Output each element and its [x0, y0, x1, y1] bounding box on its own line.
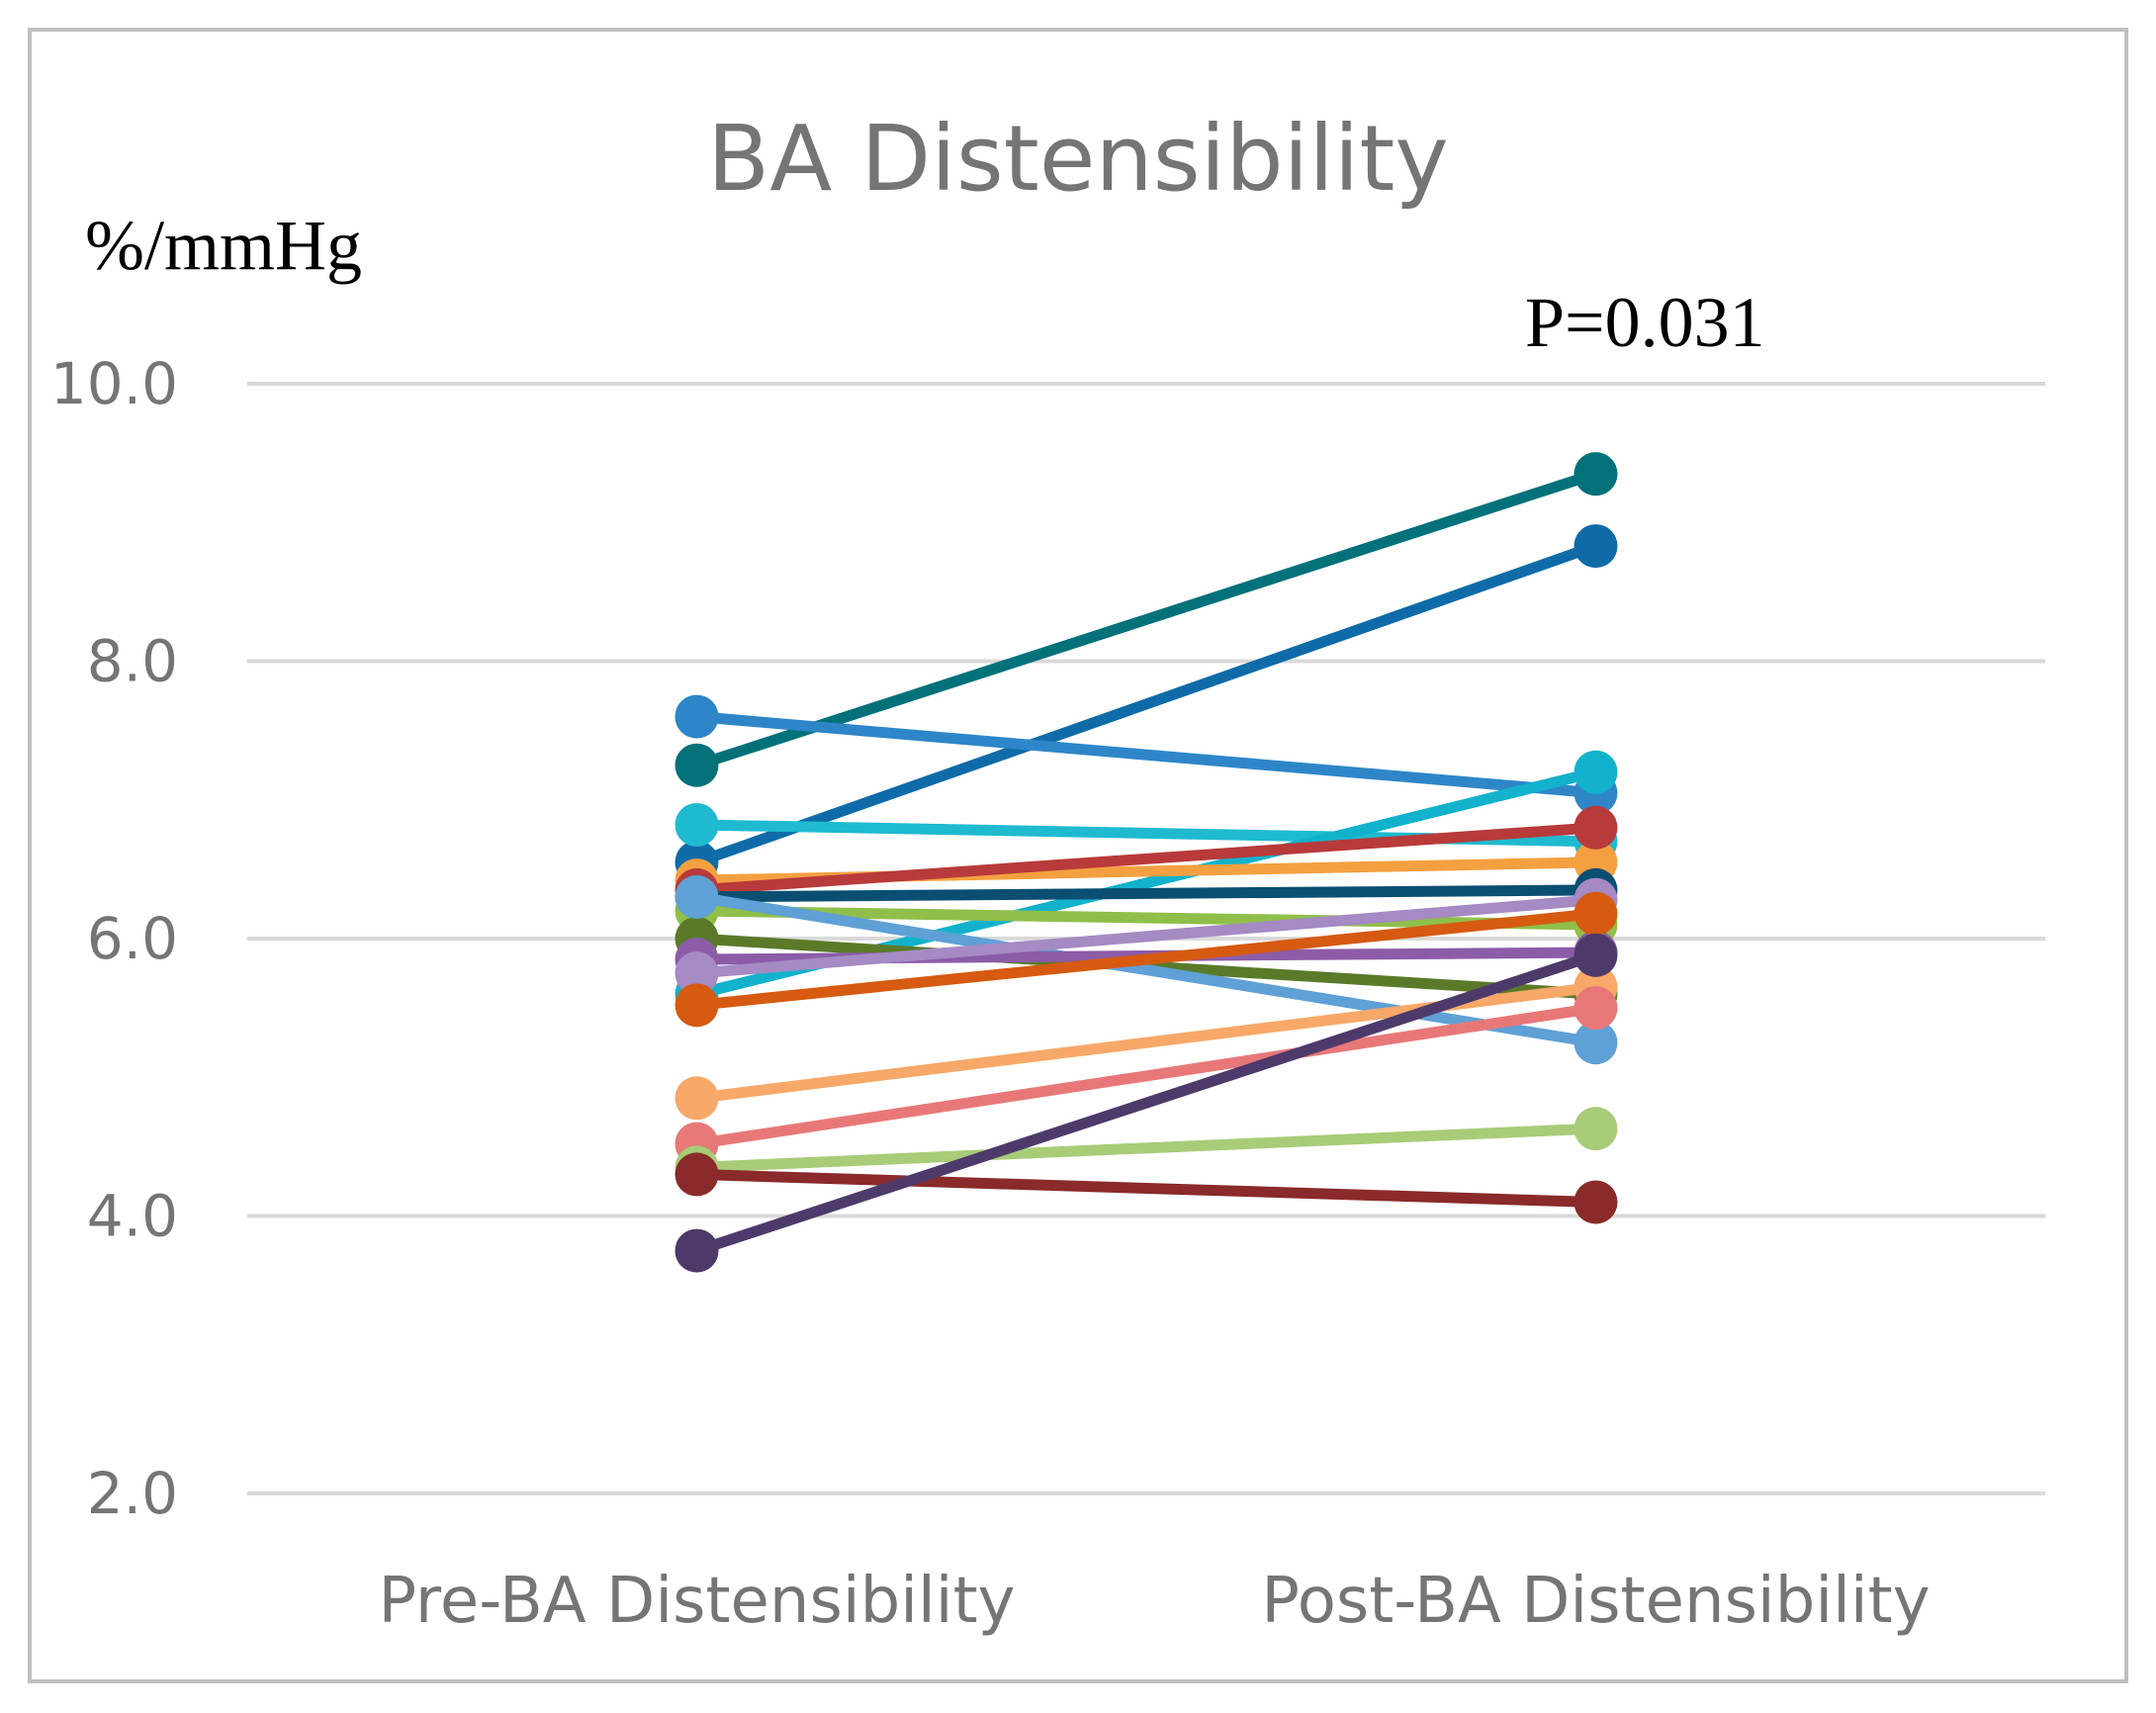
series-path [691, 1002, 1601, 1150]
data-point [674, 951, 719, 996]
y-tick-label: 10.0 [50, 350, 178, 417]
series-path [691, 468, 1601, 771]
x-tick-label: Post-BA Distensibility [1261, 1565, 1930, 1638]
series-path [691, 711, 1601, 799]
y-tick-label: 2.0 [87, 1460, 178, 1527]
series-path [691, 822, 1601, 896]
series-line [674, 891, 1618, 1028]
series-line [674, 933, 1618, 1273]
data-point [1573, 891, 1618, 936]
chart-frame [28, 28, 2128, 1683]
data-point [1573, 1180, 1618, 1224]
y-axis-ticks: 2.0 4.0 6.0 8.0 10.0 [50, 350, 178, 1527]
series-path [691, 884, 1601, 903]
series-line [674, 1152, 1618, 1224]
data-point [1573, 805, 1618, 850]
y-axis-unit-label: %/mmHg [85, 206, 362, 285]
series-path [691, 1123, 1601, 1173]
data-point [1573, 1021, 1618, 1065]
chart-title: BA Distensibility [707, 106, 1449, 212]
data-point [674, 983, 719, 1028]
series-path [691, 891, 1601, 1048]
series-path [691, 540, 1601, 868]
series-line [674, 452, 1618, 787]
data-point [674, 802, 719, 847]
data-point [1573, 524, 1618, 569]
data-point [674, 1076, 719, 1121]
data-point [1573, 750, 1618, 794]
data-point [1573, 1107, 1618, 1151]
series-path [691, 949, 1601, 1257]
y-tick-label: 8.0 [87, 628, 178, 695]
x-axis-ticks: Pre-BA Distensibility Post-BA Distensibil… [378, 1565, 1930, 1638]
series-line [674, 874, 1618, 1065]
y-tick-label: 6.0 [87, 905, 178, 972]
y-tick-label: 4.0 [87, 1183, 178, 1250]
x-tick-label: Pre-BA Distensibility [378, 1565, 1015, 1638]
series-path [691, 1168, 1601, 1208]
data-point [674, 694, 719, 739]
data-point [674, 874, 719, 919]
series-path [691, 908, 1601, 1011]
data-point [674, 1152, 719, 1197]
series-path [691, 894, 1601, 979]
data-point [674, 743, 719, 787]
series-path [691, 905, 1601, 931]
series-lines [674, 452, 1618, 1273]
p-value-annotation: P=0.031 [1525, 283, 1765, 362]
data-point [1573, 452, 1618, 496]
data-point [1573, 933, 1618, 977]
data-point [1573, 986, 1618, 1031]
data-point [674, 1228, 719, 1273]
